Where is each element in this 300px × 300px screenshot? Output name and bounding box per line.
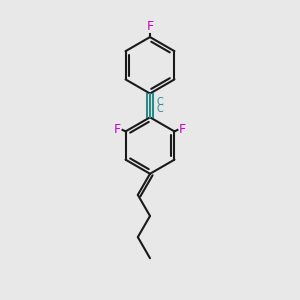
Text: C: C xyxy=(157,97,163,107)
Text: C: C xyxy=(157,104,163,114)
Text: F: F xyxy=(179,123,186,136)
Text: F: F xyxy=(146,20,154,34)
Text: F: F xyxy=(114,123,121,136)
